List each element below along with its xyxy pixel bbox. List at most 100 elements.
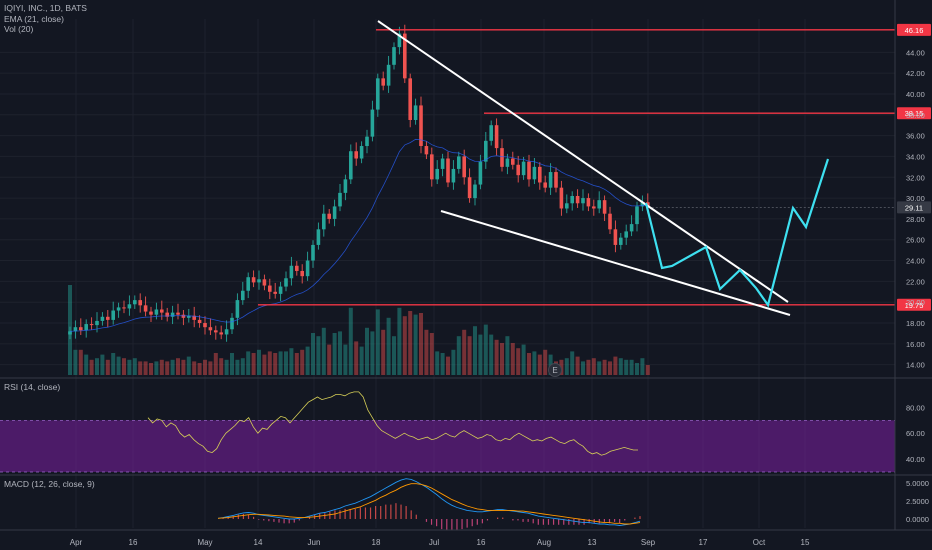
candle-body — [511, 158, 515, 165]
ema-legend[interactable]: EMA (21, close) — [4, 13, 64, 24]
candle-body — [635, 206, 639, 225]
time-tick-label: Sep — [641, 538, 656, 547]
candle-body — [462, 156, 466, 178]
time-tick-label: Jul — [429, 538, 439, 547]
time-tick-label: May — [197, 538, 212, 547]
candle-body — [413, 105, 418, 120]
volume-bar — [467, 336, 472, 375]
macd-legend[interactable]: MACD (12, 26, close, 9) — [4, 479, 95, 490]
candle-body — [602, 200, 607, 214]
candle-body — [494, 125, 499, 149]
candle-body — [95, 320, 99, 326]
volume-bar — [100, 354, 105, 375]
time-tick-label: Aug — [537, 538, 551, 547]
candle-body — [176, 312, 180, 315]
last-price-tag — [897, 201, 931, 214]
candle-body — [386, 64, 391, 86]
volume-bar — [186, 356, 191, 375]
candle-body — [408, 78, 412, 120]
volume-bar — [381, 329, 386, 375]
candle-body — [349, 151, 353, 180]
time-tick-label: 18 — [372, 538, 381, 547]
volume-bar — [581, 361, 585, 375]
volume-bar — [402, 316, 407, 375]
candle-body — [68, 331, 72, 335]
candle-body — [122, 307, 126, 309]
time-tick-label: Apr — [70, 538, 83, 547]
volume-bar — [122, 358, 126, 375]
rsi-panel: 40.00 60.00 80.00 — [0, 391, 925, 473]
volume-bar — [294, 353, 299, 375]
volume-legend[interactable]: Vol (20) — [4, 24, 34, 34]
volume-bar — [629, 359, 634, 375]
price-tick-label: 16.00 — [906, 340, 925, 349]
symbol-title[interactable]: IQIYI, INC., 1D, BATS — [4, 3, 87, 13]
volume-bar — [413, 314, 418, 375]
candle-body — [230, 317, 234, 330]
time-tick-label: 16 — [129, 538, 138, 547]
candle-body — [365, 136, 369, 147]
volume-bar — [84, 354, 89, 375]
time-tick-label: Jun — [308, 538, 321, 547]
candle-body — [170, 312, 175, 317]
volume-bar — [89, 359, 94, 375]
candle-body — [527, 161, 531, 180]
candle-body — [446, 158, 450, 183]
candle-body — [381, 78, 385, 86]
volume-bar — [78, 349, 83, 375]
volume-bar — [105, 359, 110, 375]
volume-bar — [429, 333, 434, 375]
candle-body — [608, 213, 612, 230]
volume-bar — [192, 361, 197, 375]
candle-body — [305, 260, 310, 277]
volume-bar — [462, 329, 467, 375]
time-tick-label: 17 — [699, 538, 708, 547]
candle-body — [354, 151, 358, 159]
rsi-legend[interactable]: RSI (14, close) — [4, 382, 60, 393]
trendline-drawings — [377, 20, 830, 316]
candle-body — [629, 224, 634, 232]
earnings-marker: E — [548, 363, 562, 377]
rsi-axis: 40.00 60.00 80.00 — [906, 403, 925, 464]
volume-bar — [181, 359, 186, 375]
time-tick-label: 16 — [477, 538, 486, 547]
time-tick-label: 14 — [254, 538, 263, 547]
macd-panel: 0.0000 2.5000 5.0000 — [217, 478, 929, 531]
volume-bar — [127, 359, 132, 375]
candle-body — [484, 140, 488, 162]
macd-tick-label: 2.5000 — [906, 497, 929, 506]
volume-bar — [386, 317, 391, 375]
volume-bar — [618, 358, 623, 375]
volume-bar — [208, 361, 213, 375]
candle-body — [311, 244, 315, 261]
candle-body — [646, 202, 650, 207]
volume-bar — [489, 334, 494, 375]
candle-body — [284, 278, 288, 287]
level-tag-label: 46.16 — [905, 26, 924, 35]
volume-bar — [111, 353, 116, 375]
volume-bar — [224, 359, 229, 375]
candle-body — [273, 291, 277, 294]
volume-bar — [284, 351, 288, 375]
price-tick-label: 28.00 — [906, 215, 925, 224]
candle-body — [187, 315, 191, 318]
candle-body — [251, 277, 256, 283]
volume-bars — [68, 285, 650, 375]
time-tick-label: 13 — [588, 538, 597, 547]
price-tick-label: 36.00 — [906, 132, 925, 141]
volume-bar — [640, 358, 645, 375]
volume-bar — [348, 307, 353, 375]
candle-body — [214, 330, 218, 333]
rsi-tick-label: 60.00 — [906, 429, 925, 438]
volume-bar — [500, 343, 504, 375]
candle-body — [575, 196, 580, 204]
volume-bar — [424, 329, 429, 375]
candle-body — [262, 279, 267, 286]
volume-bar — [532, 351, 537, 375]
volume-bar — [478, 334, 483, 375]
level-tag-label: 19.75 — [905, 301, 924, 310]
price-tick-label: 32.00 — [906, 173, 925, 182]
candle-body — [127, 304, 132, 309]
ema-line — [69, 138, 648, 332]
